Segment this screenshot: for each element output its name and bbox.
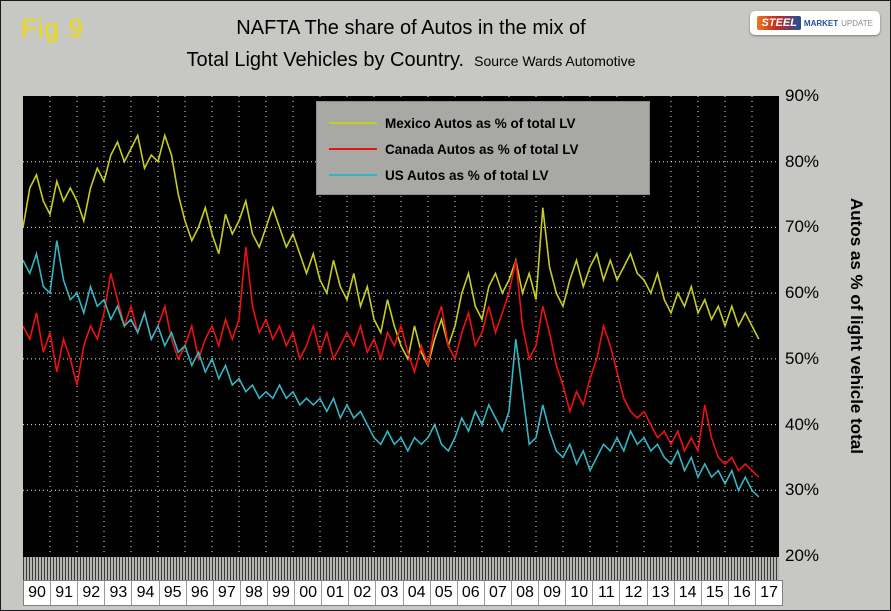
x-year-label: 04 <box>403 581 431 605</box>
y-axis-title: Autos as % of light vehicle total <box>847 198 866 454</box>
legend-entry: Mexico Autos as % of total LV <box>317 110 649 136</box>
logo-update-word: UPDATE <box>841 18 873 28</box>
x-year-label: 09 <box>539 581 567 605</box>
x-year-label: 12 <box>620 581 648 605</box>
x-axis-minor-tick-band <box>23 556 779 580</box>
y-tick-label: 60% <box>785 283 820 303</box>
line-chart-canvas <box>23 96 779 556</box>
x-year-label: 17 <box>755 581 783 605</box>
x-year-label: 97 <box>213 581 241 605</box>
x-year-label: 02 <box>349 581 377 605</box>
x-year-label: 14 <box>674 581 702 605</box>
chart-title-line1: NAFTA The share of Autos in the mix of <box>236 17 586 39</box>
series-line-us <box>23 240 760 498</box>
x-year-label: 05 <box>430 581 458 605</box>
logo-steel-word: STEEL <box>757 16 801 30</box>
chart-legend: Mexico Autos as % of total LV Canada Auto… <box>316 101 650 195</box>
y-tick-label: 90% <box>785 86 820 105</box>
x-year-label: 92 <box>78 581 106 605</box>
x-year-label: 15 <box>701 581 729 605</box>
x-year-label: 91 <box>51 581 79 605</box>
x-year-label: 06 <box>457 581 485 605</box>
series-line-canada <box>23 247 760 478</box>
y-tick-label: 80% <box>785 151 820 171</box>
legend-line-sample <box>329 122 377 124</box>
legend-line-sample <box>329 148 377 150</box>
plot-area: Mexico Autos as % of total LV Canada Auto… <box>23 96 779 556</box>
chart-title-line2: Total Light Vehicles by Country. Source W… <box>41 49 781 72</box>
y-tick-label: 50% <box>785 348 820 368</box>
steel-market-update-logo: STEEL MARKET UPDATE <box>750 11 880 35</box>
legend-entry: US Autos as % of total LV <box>317 162 649 188</box>
x-year-label: 90 <box>24 581 52 605</box>
chart-title-block: NAFTA The share of Autos in the mix of T… <box>41 17 781 72</box>
y-tick-label: 40% <box>785 414 820 434</box>
series-line-mexico <box>23 132 760 368</box>
x-year-label: 93 <box>105 581 133 605</box>
legend-label: US Autos as % of total LV <box>385 167 549 183</box>
x-axis-year-labels: 90 91 92 93 94 95 96 97 98 99 00 01 02 03 04 05 06 07 08 09… <box>23 580 783 606</box>
x-year-label: 11 <box>593 581 621 605</box>
x-year-label: 99 <box>267 581 296 605</box>
chart-source: Source Wards Automotive <box>474 53 636 69</box>
legend-label: Mexico Autos as % of total LV <box>385 115 576 131</box>
y-tick-label: 30% <box>785 480 820 500</box>
y-tick-label: 20% <box>785 546 820 565</box>
chart-title-line2-text: Total Light Vehicles by Country. <box>186 49 465 71</box>
legend-line-sample <box>329 174 377 176</box>
x-year-label: 01 <box>322 581 350 605</box>
legend-label: Canada Autos as % of total LV <box>385 141 579 157</box>
x-year-label: 16 <box>728 581 756 605</box>
figure-number: Fig 9 <box>21 13 84 43</box>
x-year-label: 00 <box>295 581 323 605</box>
x-year-label: 13 <box>647 581 675 605</box>
y-axis-tick-labels: 90% 80% 70% 60% 50% 40% 30% 20% <box>785 86 835 565</box>
x-year-label: 07 <box>484 581 512 605</box>
x-year-label: 08 <box>511 581 540 605</box>
legend-entry: Canada Autos as % of total LV <box>317 136 649 162</box>
x-year-label: 98 <box>240 581 268 605</box>
logo-market-word: MARKET <box>803 18 839 28</box>
x-year-label: 10 <box>566 581 594 605</box>
x-year-label: 95 <box>159 581 187 605</box>
x-year-label: 03 <box>376 581 404 605</box>
x-year-label: 96 <box>186 581 214 605</box>
x-year-label: 94 <box>132 581 160 605</box>
y-tick-label: 70% <box>785 217 820 237</box>
